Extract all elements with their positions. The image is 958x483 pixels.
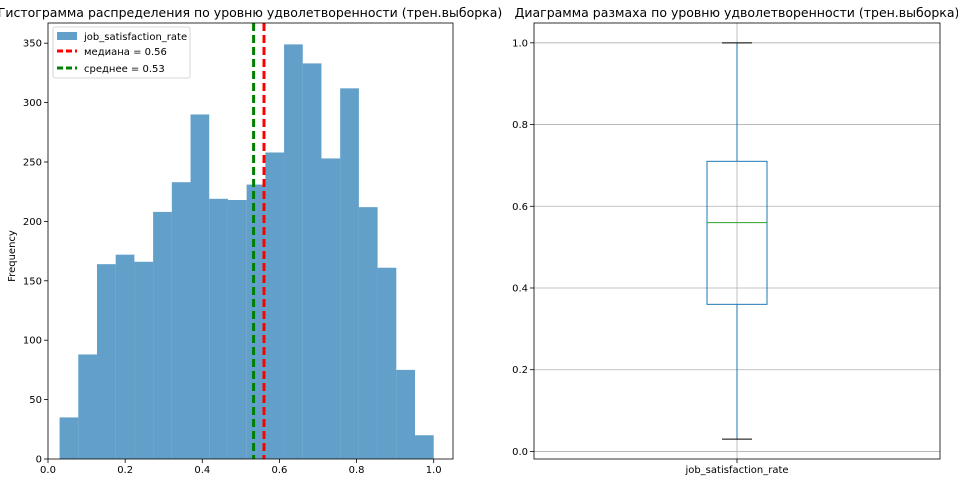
boxplot-xtick-label: job_satisfaction_rate — [684, 465, 788, 476]
boxplot-ytick-label: 0.4 — [512, 283, 528, 294]
histogram-ytick-label: 150 — [23, 276, 42, 287]
histogram-bar — [396, 369, 416, 459]
histogram-bar — [377, 267, 397, 459]
histogram-bar — [171, 182, 191, 459]
histogram-xtick-label: 0.6 — [271, 465, 287, 476]
boxplot-ytick-label: 0.2 — [512, 365, 528, 376]
histogram-xtick-label: 0.8 — [349, 465, 365, 476]
histogram-bar — [227, 200, 247, 460]
legend-label-hist: job_satisfaction_rate — [83, 32, 187, 43]
histogram-xtick-label: 1.0 — [426, 465, 442, 476]
histogram-ytick-label: 350 — [23, 39, 42, 50]
boxplot-ytick-label: 0.0 — [512, 447, 528, 458]
histogram-bar — [302, 63, 322, 460]
histogram-chart: Гистограмма распределения по уровню удво… — [0, 5, 502, 476]
histogram-xtick-label: 0.4 — [194, 465, 210, 476]
histogram-ylabel: Frequency — [7, 230, 18, 282]
histogram-bar — [78, 354, 97, 459]
histogram-bar — [265, 152, 285, 459]
histogram-xtick-label: 0.2 — [117, 465, 133, 476]
histogram-ytick-label: 0 — [36, 455, 42, 466]
boxplot-ytick-label: 0.8 — [512, 120, 528, 131]
histogram-bar — [115, 254, 135, 459]
histogram-bar — [96, 264, 116, 459]
legend-label-median: медиана = 0.56 — [84, 47, 167, 58]
histogram-ytick-label: 300 — [23, 98, 42, 109]
histogram-legend: job_satisfaction_rate медиана = 0.56 сре… — [52, 26, 191, 79]
boxplot-ytick-label: 1.0 — [512, 38, 528, 49]
histogram-title: Гистограмма распределения по уровню удво… — [0, 5, 502, 20]
histogram-bar — [340, 88, 359, 459]
histogram-bar — [246, 184, 266, 459]
histogram-xtick-label: 0.0 — [40, 465, 56, 476]
histogram-bar — [415, 435, 434, 459]
histogram-ytick-label: 50 — [29, 395, 42, 406]
legend-swatch-hist — [57, 32, 77, 40]
histogram-axes-frame — [47, 22, 454, 460]
histogram-ytick-label: 100 — [23, 336, 42, 347]
histogram-bar — [358, 207, 378, 459]
legend-label-mean: среднее = 0.53 — [84, 64, 165, 75]
histogram-ytick-label: 200 — [23, 217, 42, 228]
histogram-ytick-label: 250 — [23, 157, 42, 168]
histogram-bar — [59, 417, 79, 459]
histogram-bar — [153, 211, 172, 459]
histogram-bar — [134, 261, 154, 459]
histogram-bar — [284, 44, 303, 460]
boxplot-box — [706, 160, 768, 305]
histogram-bar — [321, 158, 341, 460]
histogram-bar — [190, 114, 210, 459]
boxplot-chart: Диаграмма размаха по уровню удволетворен… — [512, 5, 958, 476]
histogram-bar — [209, 198, 228, 459]
boxplot-title: Диаграмма размаха по уровню удволетворен… — [515, 5, 958, 20]
boxplot-ytick-label: 0.6 — [512, 202, 528, 213]
